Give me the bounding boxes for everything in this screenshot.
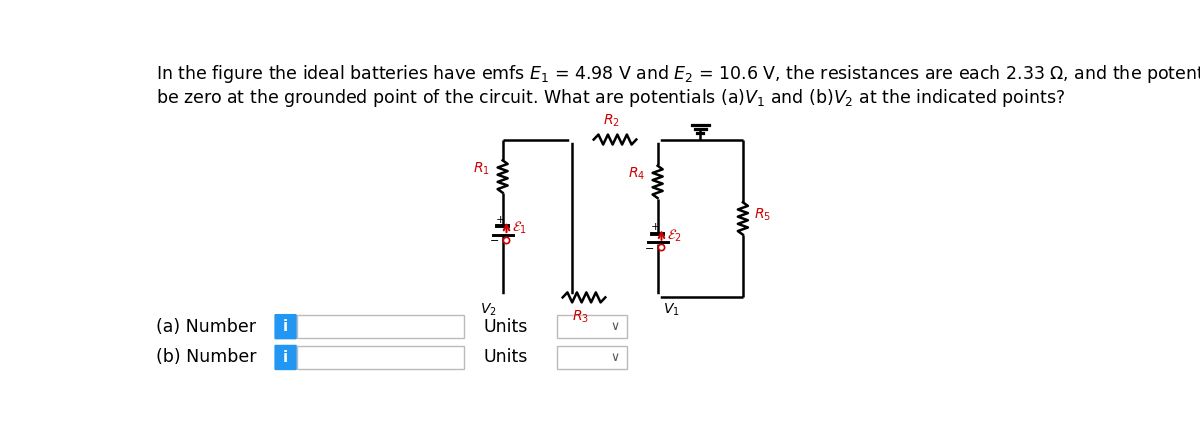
FancyBboxPatch shape [298, 315, 464, 338]
Text: $\mathcal{E}_1$: $\mathcal{E}_1$ [512, 220, 527, 236]
Text: i: i [283, 350, 288, 365]
Text: +: + [650, 222, 660, 232]
Text: i: i [283, 319, 288, 334]
FancyBboxPatch shape [275, 314, 296, 340]
FancyBboxPatch shape [298, 346, 464, 369]
Text: ∨: ∨ [611, 351, 619, 364]
Text: be zero at the grounded point of the circuit. What are potentials (a)$V_1$ and (: be zero at the grounded point of the cir… [156, 87, 1066, 109]
Text: −: − [646, 244, 654, 254]
Text: $R_4$: $R_4$ [628, 166, 646, 182]
Text: Units: Units [484, 348, 528, 366]
Text: Units: Units [484, 317, 528, 336]
Text: −: − [490, 236, 499, 246]
Text: +: + [496, 215, 505, 225]
Text: (b) Number: (b) Number [156, 348, 257, 366]
Text: In the figure the ideal batteries have emfs $E_1$ = 4.98 V and $E_2$ = 10.6 V, t: In the figure the ideal batteries have e… [156, 62, 1200, 85]
Text: ∨: ∨ [611, 320, 619, 333]
Text: $R_5$: $R_5$ [755, 207, 772, 223]
Text: $R_2$: $R_2$ [602, 112, 619, 129]
Text: $R_3$: $R_3$ [571, 308, 589, 325]
Text: $V_1$: $V_1$ [664, 301, 679, 317]
Text: $V_2$: $V_2$ [480, 301, 497, 317]
Text: $R_1$: $R_1$ [473, 161, 491, 177]
FancyBboxPatch shape [557, 346, 626, 369]
FancyBboxPatch shape [557, 315, 626, 338]
FancyBboxPatch shape [275, 345, 296, 370]
Text: $\mathcal{E}_2$: $\mathcal{E}_2$ [667, 228, 682, 244]
Text: (a) Number: (a) Number [156, 317, 257, 336]
